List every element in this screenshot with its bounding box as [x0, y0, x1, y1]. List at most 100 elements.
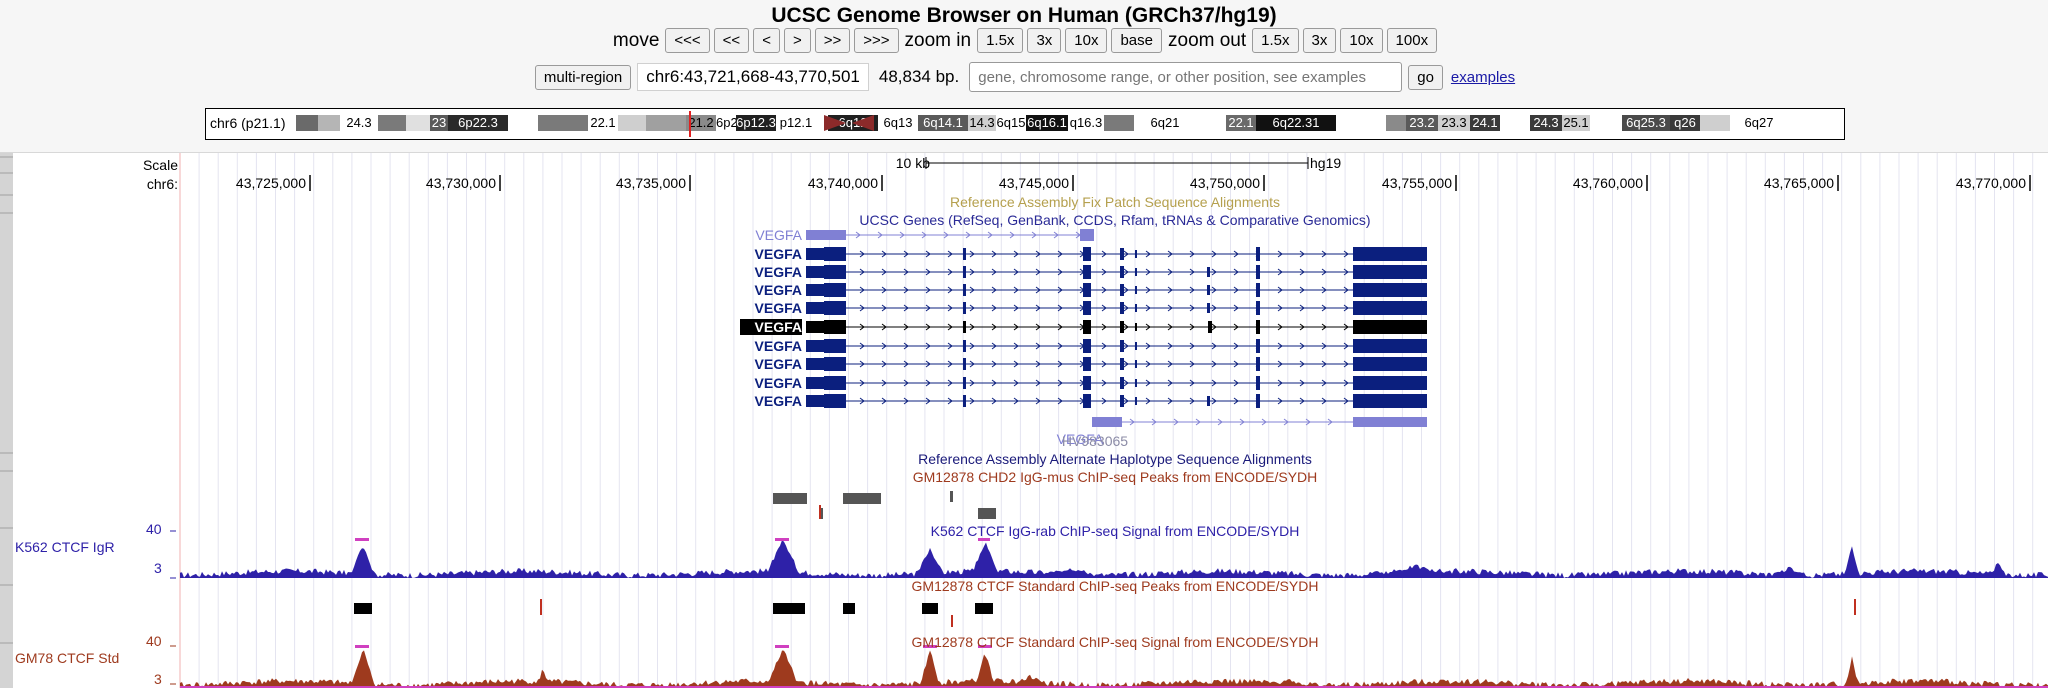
strand-arrow — [991, 342, 997, 350]
zoom-in-3x-button[interactable]: 3x — [1027, 28, 1062, 53]
vegfa-light-label[interactable]: VEGFA — [1056, 431, 1104, 447]
k562-ymax: 40 — [146, 521, 162, 537]
zoom-out-10x-button[interactable]: 10x — [1340, 28, 1383, 53]
zoom-out-label: zoom out — [1168, 29, 1247, 51]
strand-arrow — [1343, 323, 1349, 331]
move-right-3-button[interactable]: >>> — [854, 28, 899, 53]
hv983065-label[interactable]: HV983065 — [1061, 433, 1129, 449]
strand-arrow — [1035, 360, 1041, 368]
strand-arrow — [903, 342, 909, 350]
strand-arrow — [881, 342, 887, 350]
strand-arrow — [1277, 268, 1283, 276]
strand-arrow — [1167, 360, 1173, 368]
zoom-in-base-button[interactable]: base — [1111, 28, 1162, 53]
strand-arrow — [991, 360, 997, 368]
tick-label: 43,735,000 — [615, 175, 686, 191]
strand-arrow — [1057, 304, 1063, 312]
move-left-3-button[interactable]: <<< — [665, 28, 710, 53]
browser-image[interactable]: Scale chr6: 10 kb hg19 43,725,000 43,730,… — [0, 153, 2048, 688]
move-left-1-button[interactable]: < — [753, 28, 780, 53]
tick-label: 43,725,000 — [235, 175, 306, 191]
position-search-input[interactable] — [969, 62, 1403, 92]
exon-cds — [824, 394, 846, 408]
strand-arrow — [1277, 323, 1283, 331]
strand-arrow — [969, 397, 975, 405]
exon-utr — [1353, 339, 1427, 353]
ucsc-genes-track-title: UCSC Genes (RefSeq, GenBank, CCDS, Rfam,… — [859, 212, 1371, 228]
track-drag-gutter[interactable] — [0, 153, 13, 688]
strand-arrow — [1321, 360, 1327, 368]
vegfa-transcript-label[interactable]: VEGFA — [754, 264, 802, 280]
exon — [1083, 301, 1091, 315]
ideogram-band — [538, 115, 588, 131]
strand-arrow — [1233, 286, 1239, 294]
strand-arrow — [947, 250, 953, 258]
strand-arrow — [1145, 397, 1151, 405]
gm-signal-track-title: GM12878 CTCF Standard ChIP-seq Signal fr… — [911, 634, 1319, 650]
exon-cds — [824, 283, 846, 297]
exon-cds — [824, 376, 846, 390]
gm-peak — [354, 603, 372, 614]
strand-arrow — [1101, 397, 1107, 405]
strand-arrow — [1299, 379, 1305, 387]
k562-side-label[interactable]: K562 CTCF IgR — [15, 539, 115, 555]
zoom-in-1-5x-button[interactable]: 1.5x — [977, 28, 1024, 53]
vegfa-transcript-label[interactable]: VEGFA — [740, 319, 802, 335]
exon — [1120, 377, 1124, 389]
vegfa-transcript-label[interactable]: VEGFA — [754, 393, 802, 409]
strand-arrow — [991, 379, 997, 387]
vegfa-transcript-label[interactable]: VEGFA — [754, 356, 802, 372]
strand-arrow — [1211, 250, 1217, 258]
chd2-peak — [950, 491, 953, 502]
strand-arrow — [1299, 250, 1305, 258]
gm-side-label[interactable]: GM78 CTCF Std — [15, 650, 120, 666]
strand-arrow — [1167, 323, 1173, 331]
move-left-2-button[interactable]: << — [713, 28, 750, 53]
exon — [1080, 229, 1094, 241]
strand-arrow — [1299, 323, 1305, 331]
exon-cds — [824, 320, 846, 334]
move-right-2-button[interactable]: >> — [814, 28, 851, 53]
zoom-out-100x-button[interactable]: 100x — [1386, 28, 1438, 53]
strand-arrow — [859, 342, 865, 350]
ideogram-band: 6q15 — [996, 115, 1026, 131]
go-button[interactable]: go — [1408, 64, 1443, 90]
vegfa-transcript-label[interactable]: VEGFA — [754, 338, 802, 354]
vegfa-transcript-label[interactable]: VEGFA — [754, 246, 802, 262]
multi-region-button[interactable]: multi-region — [534, 64, 632, 90]
exon — [806, 230, 846, 240]
strand-arrow — [1013, 342, 1019, 350]
zoom-in-10x-button[interactable]: 10x — [1065, 28, 1108, 53]
strand-arrow — [1189, 323, 1195, 331]
vegfa-transcript-label[interactable]: VEGFA — [754, 282, 802, 298]
exon — [1207, 396, 1210, 406]
strand-arrow — [1277, 250, 1283, 258]
exon — [1083, 283, 1091, 297]
strand-arrow — [925, 250, 931, 258]
strand-arrow — [947, 323, 953, 331]
strand-arrow — [1057, 268, 1063, 276]
move-right-1-button[interactable]: > — [783, 28, 811, 53]
bp-count: 48,834 bp. — [878, 67, 960, 86]
tick-label: 43,770,000 — [1955, 175, 2026, 191]
vegfa-transcript-label[interactable]: VEGFA — [754, 375, 802, 391]
exon — [1135, 342, 1137, 350]
exon — [1083, 247, 1091, 261]
chromosome-ideogram[interactable]: chr6 (p21.1) 24.3236p22.322.121.26p21.16… — [205, 108, 1845, 140]
strand-arrow — [881, 250, 887, 258]
strand-arrow — [1101, 323, 1107, 331]
strand-arrow — [991, 268, 997, 276]
strand-arrow — [1211, 397, 1217, 405]
ideogram-band: 6q13 — [878, 115, 918, 131]
strand-arrow — [1343, 379, 1349, 387]
vegfa-transcript-label[interactable]: VEGFA — [755, 227, 802, 243]
examples-link[interactable]: examples — [1450, 68, 1516, 86]
strand-arrow — [1145, 360, 1151, 368]
vegfa-transcript-label[interactable]: VEGFA — [754, 300, 802, 316]
strand-arrow — [987, 231, 993, 239]
exon — [1120, 340, 1124, 352]
zoom-out-3x-button[interactable]: 3x — [1302, 28, 1337, 53]
ideogram-band: 6p12.3 — [736, 115, 776, 131]
zoom-out-1-5x-button[interactable]: 1.5x — [1252, 28, 1299, 53]
exon — [1256, 394, 1260, 408]
